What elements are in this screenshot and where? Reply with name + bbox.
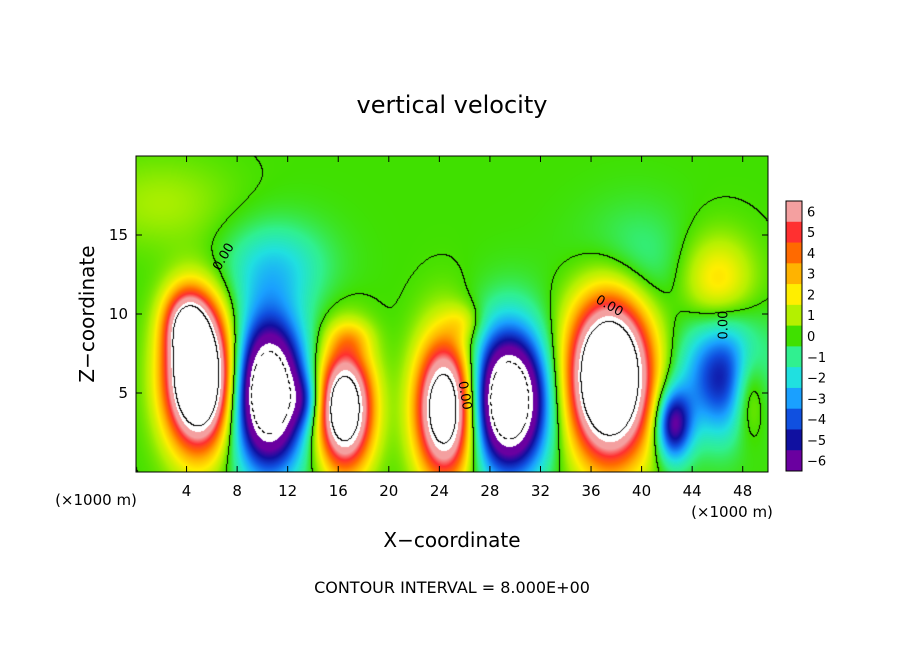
colorbar-label-7: −1	[807, 351, 826, 366]
x-tick-label-44: 44	[683, 482, 702, 500]
colorbar-frame	[785, 200, 803, 472]
x-axis: 4 8 12 16 20 24 28 32 36 40 44 48	[182, 156, 752, 500]
colorbar-swatch-2	[786, 242, 802, 264]
y-tick-label-15: 15	[109, 226, 128, 244]
x-tick-label-40: 40	[632, 482, 651, 500]
colorbar-label-8: −2	[807, 372, 826, 387]
x-axis-label: X−coordinate	[383, 528, 520, 552]
colorbar-label-5: 1	[807, 309, 815, 324]
colorbar-swatch-11	[786, 429, 802, 451]
colorbar-label-3: 3	[807, 268, 815, 283]
colorbar-swatch-0	[786, 201, 802, 223]
contour-label-3: 0.00	[717, 311, 732, 340]
colorbar-label-11: −5	[807, 434, 826, 449]
x-tick-label-28: 28	[480, 482, 499, 500]
colorbar-label-6: 0	[807, 330, 815, 345]
x-tick-label-8: 8	[232, 482, 242, 500]
colorbar-swatch-3	[786, 263, 802, 285]
x-tick-label-36: 36	[581, 482, 600, 500]
x-tick-label-48: 48	[733, 482, 752, 500]
colorbar-swatch-8	[786, 367, 802, 389]
colorbar-swatch-4	[786, 284, 802, 306]
y-tick-label-5: 5	[118, 384, 128, 402]
colorbar-swatch-12	[786, 450, 802, 472]
contour-interval-footer: CONTOUR INTERVAL = 8.000E+00	[314, 578, 590, 597]
colorbar-label-1: 5	[807, 226, 815, 241]
x-tick-label-4: 4	[182, 482, 192, 500]
colorbar-swatch-7	[786, 346, 802, 368]
y-axis: 5 10 15	[109, 226, 768, 402]
x-tick-label-12: 12	[278, 482, 297, 500]
colorbar-swatch-10	[786, 408, 802, 430]
x-tick-label-32: 32	[531, 482, 550, 500]
colorbar: 6 5 4 3 2 1 0 −1 −2 −3 −4 −5 −6	[785, 200, 826, 472]
colorbar-swatch-5	[786, 304, 802, 327]
colorbar-swatch-6	[786, 325, 802, 347]
chart-title: vertical velocity	[357, 91, 548, 119]
colorbar-label-9: −3	[807, 392, 826, 407]
colorbar-label-0: 6	[807, 205, 815, 220]
plot-area: 0.000.000.000.00	[135, 155, 769, 473]
colorbar-label-2: 4	[807, 247, 815, 262]
colorbar-swatch-9	[786, 387, 802, 410]
x-unit-right: (×1000 m)	[691, 503, 773, 521]
colorbar-label-10: −4	[807, 413, 826, 428]
velocity-field	[136, 156, 768, 472]
colorbar-label-12: −6	[807, 455, 826, 470]
x-tick-label-20: 20	[379, 482, 398, 500]
y-axis-label: Z−coordinate	[75, 245, 99, 382]
y-tick-label-10: 10	[109, 305, 128, 323]
colorbar-label-4: 2	[807, 288, 815, 303]
x-tick-label-24: 24	[430, 482, 449, 500]
colorbar-swatch-1	[786, 221, 802, 244]
contour-label-2: 0.00	[454, 380, 474, 411]
x-unit-left: (×1000 m)	[55, 491, 137, 509]
x-tick-label-16: 16	[329, 482, 348, 500]
